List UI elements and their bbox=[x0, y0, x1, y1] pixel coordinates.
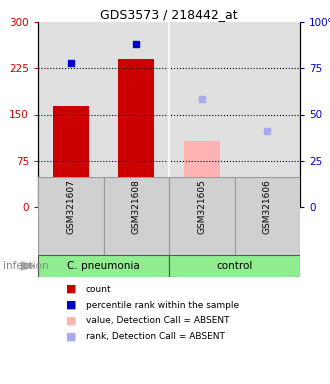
Text: rank, Detection Call = ABSENT: rank, Detection Call = ABSENT bbox=[86, 333, 225, 341]
Bar bbox=[184, 141, 220, 207]
Text: GSM321607: GSM321607 bbox=[66, 179, 75, 234]
Text: ■: ■ bbox=[66, 284, 77, 294]
Bar bbox=[53, 106, 89, 207]
Text: GSM321606: GSM321606 bbox=[263, 179, 272, 234]
Text: GSM321608: GSM321608 bbox=[132, 179, 141, 234]
Text: count: count bbox=[86, 285, 112, 293]
Bar bbox=[38, 255, 169, 277]
Text: ■: ■ bbox=[66, 316, 77, 326]
Text: GSM321605: GSM321605 bbox=[197, 179, 206, 234]
Bar bbox=[249, 195, 285, 207]
Bar bbox=[235, 177, 300, 255]
Bar bbox=[104, 177, 169, 255]
Bar bbox=[118, 59, 154, 207]
Title: GDS3573 / 218442_at: GDS3573 / 218442_at bbox=[100, 8, 238, 21]
Text: percentile rank within the sample: percentile rank within the sample bbox=[86, 301, 239, 310]
Text: ■: ■ bbox=[66, 300, 77, 310]
Bar bbox=[38, 177, 104, 255]
Text: ■: ■ bbox=[66, 332, 77, 342]
Bar bbox=[169, 255, 300, 277]
Bar bbox=[169, 177, 235, 255]
Text: value, Detection Call = ABSENT: value, Detection Call = ABSENT bbox=[86, 316, 229, 326]
Text: infection: infection bbox=[3, 261, 49, 271]
Text: C. pneumonia: C. pneumonia bbox=[67, 261, 140, 271]
Polygon shape bbox=[21, 262, 35, 270]
Text: control: control bbox=[216, 261, 253, 271]
